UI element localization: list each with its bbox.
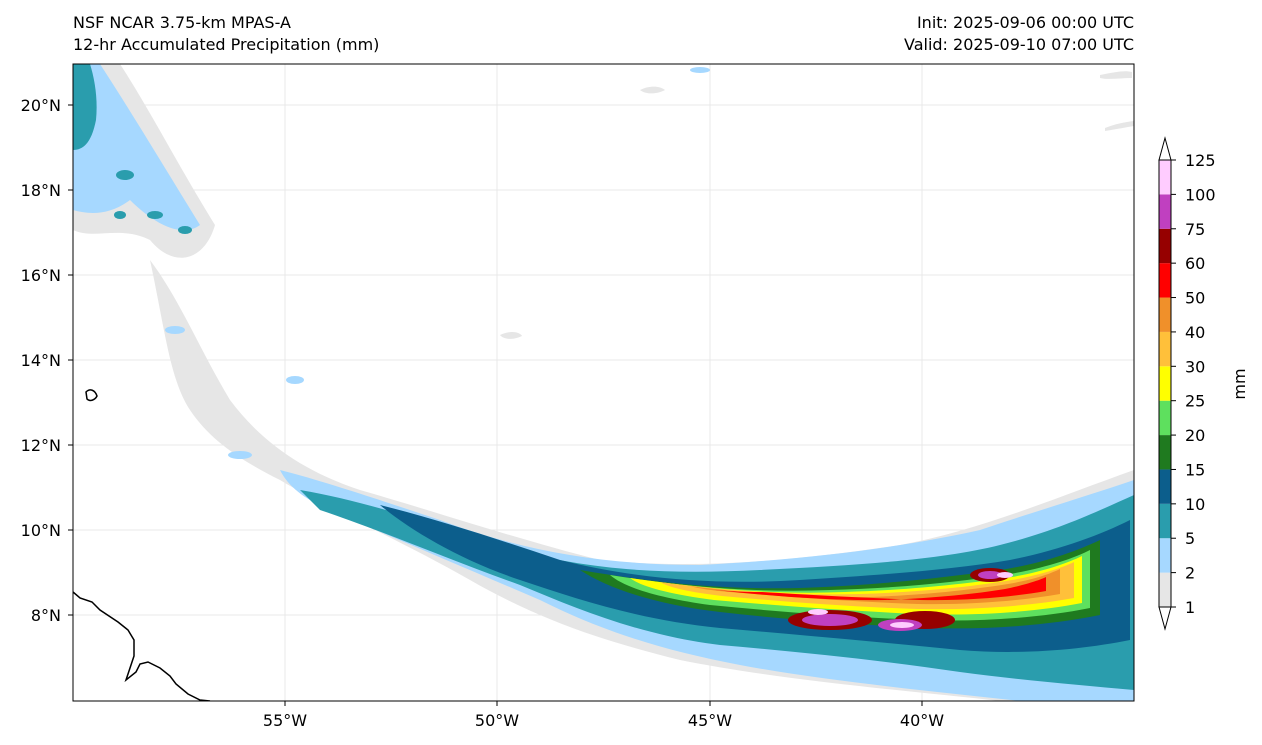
colorbar-label: 15 (1185, 460, 1205, 479)
product-name: 12-hr Accumulated Precipitation (mm) (73, 35, 380, 54)
lon-label: 50°W (475, 711, 519, 730)
map-frame (72, 63, 1135, 702)
colorbar-label: 30 (1185, 357, 1205, 376)
colorbar-label: 50 (1185, 289, 1205, 308)
colorbar-label: 25 (1185, 392, 1205, 411)
colorbar-segment (1159, 469, 1171, 504)
colorbar-segment (1159, 400, 1171, 436)
colorbar-extend-min (1158, 606, 1172, 631)
colorbar-outline (1158, 159, 1172, 608)
precipitation-field (73, 64, 1134, 701)
colorbar-label: 10 (1185, 495, 1205, 514)
lat-labels: 20°N 18°N 16°N 14°N 12°N 10°N 8°N (21, 96, 61, 625)
model-name: NSF NCAR 3.75-km MPAS-A (73, 13, 291, 32)
colorbar-label: 20 (1185, 426, 1205, 445)
init-time: Init: 2025-09-06 00:00 UTC (916, 13, 1134, 32)
title-right: Init: 2025-09-06 00:00 UTC Valid: 2025-0… (904, 12, 1134, 56)
colorbar-label: 5 (1185, 529, 1195, 548)
title-left: NSF NCAR 3.75-km MPAS-A 12-hr Accumulate… (73, 12, 379, 56)
lat-label: 12°N (21, 436, 61, 455)
colorbar-label: 40 (1185, 323, 1205, 342)
lon-labels: 55°W 50°W 45°W 40°W (263, 711, 944, 730)
lat-label: 16°N (21, 266, 61, 285)
colorbar-segment (1159, 194, 1171, 229)
colorbar-label: 60 (1185, 254, 1205, 273)
colorbar-segment (1159, 366, 1171, 401)
lon-label: 55°W (263, 711, 307, 730)
precip-100mm (808, 572, 1013, 628)
colorbar-segment (1159, 503, 1171, 539)
colorbar-segment (1159, 572, 1171, 607)
lat-label: 10°N (21, 521, 61, 540)
axis-ticks (68, 104, 923, 706)
valid-time: Valid: 2025-09-10 07:00 UTC (903, 35, 1134, 54)
colorbar-segment (1159, 228, 1171, 264)
lon-label: 45°W (688, 711, 732, 730)
colorbar-extend-max (1158, 136, 1172, 161)
lat-label: 20°N (21, 96, 61, 115)
colorbar-label: 2 (1185, 564, 1195, 583)
colorbar-segment (1159, 160, 1171, 195)
colorbar-segment (1159, 538, 1171, 573)
precip-50mm (715, 577, 1046, 601)
colorbar-segment (1159, 297, 1171, 332)
lat-label: 8°N (31, 606, 61, 625)
colorbar-unit-label: mm (1230, 368, 1249, 399)
colorbar-label: 100 (1185, 185, 1216, 204)
lat-label: 18°N (21, 181, 61, 200)
coastline (73, 389, 211, 701)
lon-label: 40°W (900, 711, 944, 730)
colorbar-segment (1159, 435, 1171, 470)
lat-label: 14°N (21, 351, 61, 370)
colorbar-label: 75 (1185, 220, 1205, 239)
colorbar-label: 125 (1185, 151, 1216, 170)
colorbar-segment (1159, 263, 1171, 298)
colorbar-segment (1159, 331, 1171, 367)
colorbar-label: 1 (1185, 598, 1195, 617)
